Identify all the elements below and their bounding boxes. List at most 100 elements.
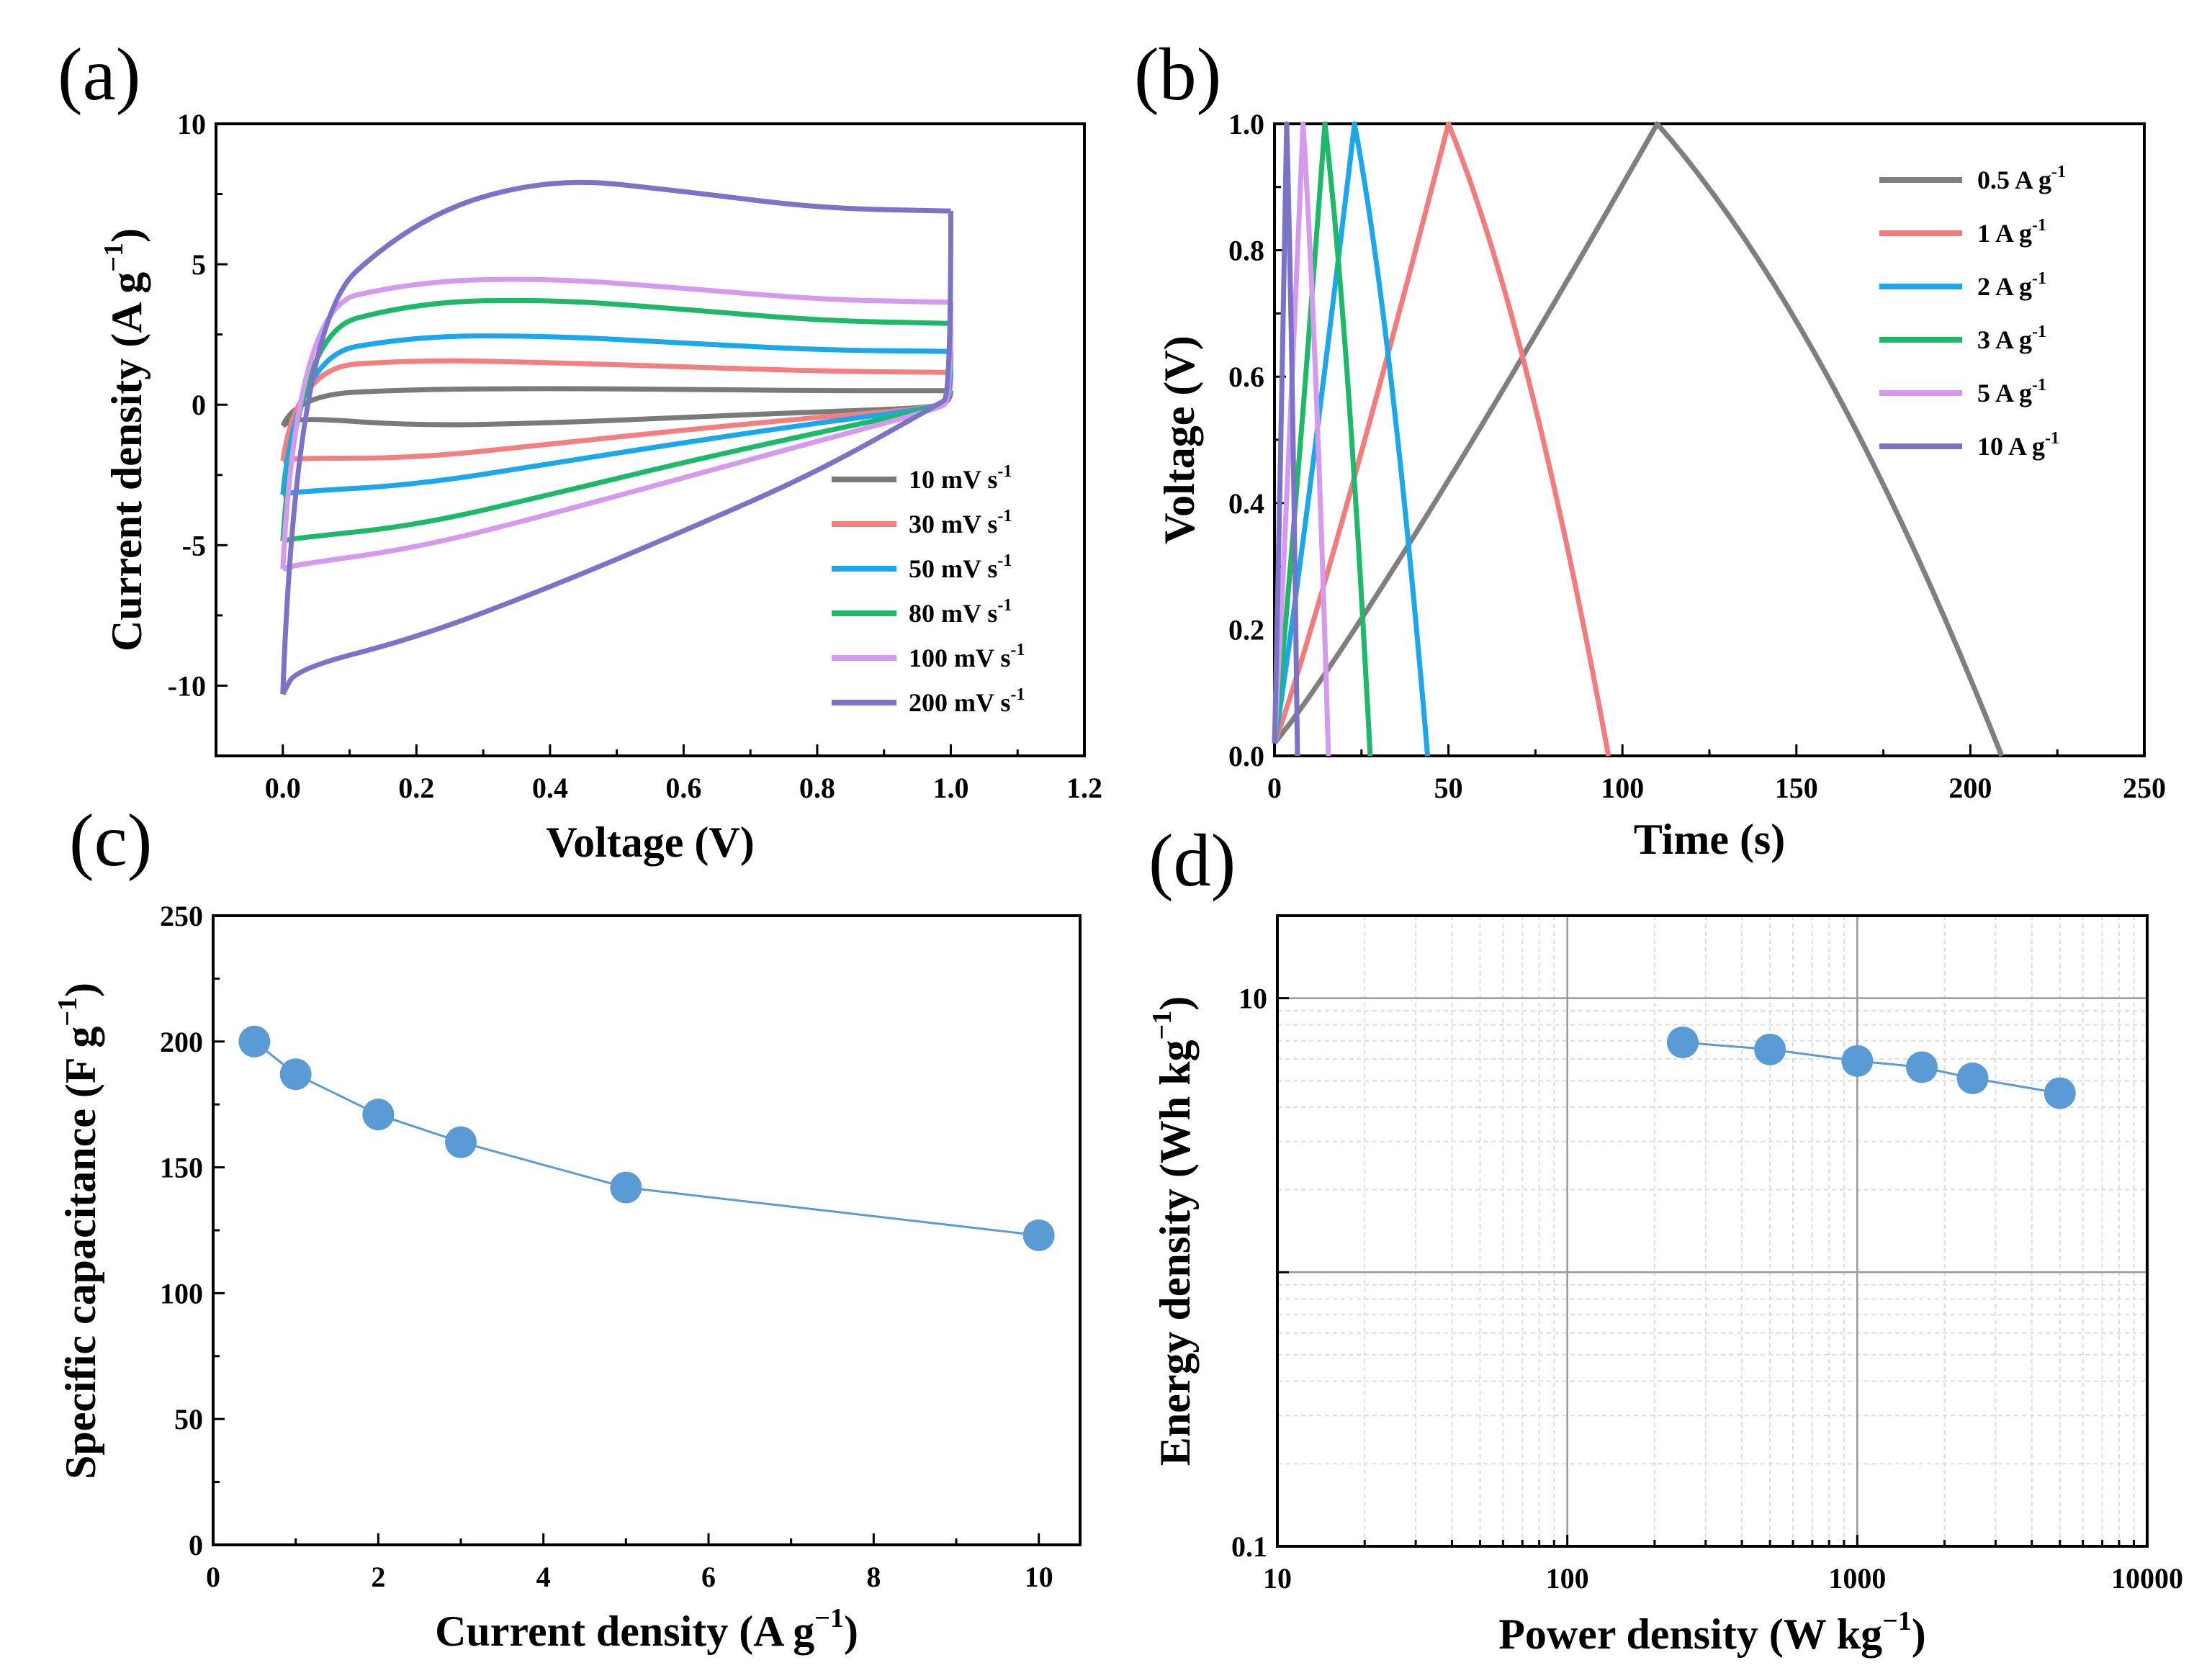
y-tick-label: -10 [168,669,206,702]
cv-curve-anodic [280,297,951,541]
axis-title-close: ) [57,983,104,997]
panel-b: (b) 0 50 100 150 200 250 0.0 0.2 0.4 0.6 0.8 1.0 Time… [1134,33,2166,863]
gcd-curve [1272,121,1431,757]
axis-title-superscript: −1 [99,243,129,272]
y-axis-title: Energy density (Wh kg−1) [1147,996,1199,1466]
legend-label: 80 mV s-1 [909,596,1012,628]
axis-title-superscript: −1 [814,1603,844,1633]
x-tick-label: 0.0 [265,772,301,804]
legend-label-text: 30 mV s [909,510,997,538]
x-tick-label: 4 [536,1561,551,1593]
legend-label-superscript: -1 [997,596,1012,615]
legend-label-text: 0.5 A g [1977,166,2051,194]
axis-title-superscript: −1 [1147,1011,1177,1040]
panel-label: (c) [69,799,152,882]
gcd-curve [1272,121,1611,757]
data-point [362,1099,395,1131]
x-tick-label: 0.2 [398,772,434,804]
x-tick-label: 100 [1601,772,1644,804]
legend-label-text: 3 A g [1977,325,2032,354]
legend-label: 50 mV s-1 [909,551,1012,583]
legend-label: 5 A g-1 [1977,376,2046,407]
x-tick-label: 10 [1263,1562,1292,1595]
legend-label-text: 1 A g [1977,219,2032,248]
cv-curve-anodic [280,386,951,428]
data-point [238,1025,271,1058]
data-point [445,1126,477,1158]
y-tick-label: 1.0 [1228,108,1264,140]
legend-label-superscript: -1 [2051,163,2066,181]
data-point [2044,1077,2076,1109]
legend-label: 0.5 A g-1 [1977,163,2066,194]
x-tick-label: 1.0 [932,772,968,804]
y-tick-label: -5 [182,529,206,562]
panel-label: (d) [1148,819,1236,902]
data-point [1666,1026,1699,1058]
y-tick-label: 0.1 [1231,1530,1267,1563]
legend-label-superscript: -1 [1010,685,1025,704]
data-point [1906,1051,1938,1083]
panel-label: (b) [1134,33,1221,116]
axis-title-text: Power density (W kg [1498,1610,1882,1658]
legend-label-superscript: -1 [2032,269,2046,288]
data-point [610,1171,642,1204]
y-tick-label: 0 [189,1529,203,1561]
legend-label: 30 mV s-1 [909,507,1012,538]
x-tick-label: 10000 [2111,1562,2183,1595]
y-tick-label: 50 [174,1403,203,1435]
cv-curve-anodic [280,333,951,495]
y-axis-title: Current density (A g−1) [99,228,150,651]
x-tick-label: 0 [206,1561,220,1593]
y-tick-label: 10 [1238,983,1267,1015]
cv-curve-cathodic [280,210,953,695]
gcd-curve [1272,121,1300,757]
legend-label: 10 A g-1 [1977,429,2059,461]
x-tick-label: 0.8 [799,772,835,804]
x-tick-label: 6 [701,1561,716,1593]
legend-label: 3 A g-1 [1977,323,2046,354]
legend-label-text: 2 A g [1977,272,2032,301]
legend-label: 200 mV s-1 [909,685,1025,717]
x-tick-label: 10 [1025,1561,1053,1593]
x-tick-label: 8 [866,1561,881,1593]
panel-a: (a) 0.0 0.2 0.4 0.6 0.8 1.0 1.2 -10 -5 0 5 10 Voltage… [58,33,1102,866]
data-line [253,1040,1039,1237]
legend-label-superscript: -1 [2045,429,2059,448]
x-tick-label: 0.4 [532,772,568,804]
plot-frame [215,122,1086,757]
gcd-curve [1272,121,1331,757]
legend-label: 1 A g-1 [1977,216,2046,248]
data-point [279,1058,312,1091]
y-tick-label: 100 [160,1277,203,1309]
x-axis-title: Power density (W kg−1) [1498,1606,1925,1658]
legend-label-superscript: -1 [1010,641,1025,659]
x-tick-label: 50 [1434,772,1463,804]
legend-label-text: 200 mV s [909,688,1010,717]
y-tick-label: 0.4 [1228,487,1264,520]
y-tick-label: 150 [160,1152,203,1184]
legend-label-superscript: -1 [997,462,1012,481]
legend-label-superscript: -1 [2032,216,2046,235]
y-tick-label: 0.2 [1228,613,1264,646]
x-tick-label: 2 [371,1561,385,1593]
x-tick-label: 150 [1775,772,1818,804]
cv-curve-anodic [280,358,951,461]
y-tick-label: 10 [177,108,206,140]
y-tick-label: 0 [192,389,206,421]
x-tick-label: 250 [2123,772,2166,804]
axis-title-text: Current density (A g [103,272,150,651]
x-tick-label: 0 [1267,772,1282,804]
x-tick-label: 200 [1948,772,1992,804]
legend-label-text: 5 A g [1977,379,2032,407]
y-axis-title: Specific capacitance (F g−1) [53,983,104,1479]
data-point [1754,1033,1786,1065]
axis-title-close: ) [103,228,150,243]
x-axis-title: Voltage (V) [546,819,754,866]
legend-label: 100 mV s-1 [909,641,1025,672]
x-axis-title: Time (s) [1634,816,1786,863]
axis-title-close: ) [1912,1610,1926,1658]
x-tick-label: 1000 [1828,1562,1886,1595]
